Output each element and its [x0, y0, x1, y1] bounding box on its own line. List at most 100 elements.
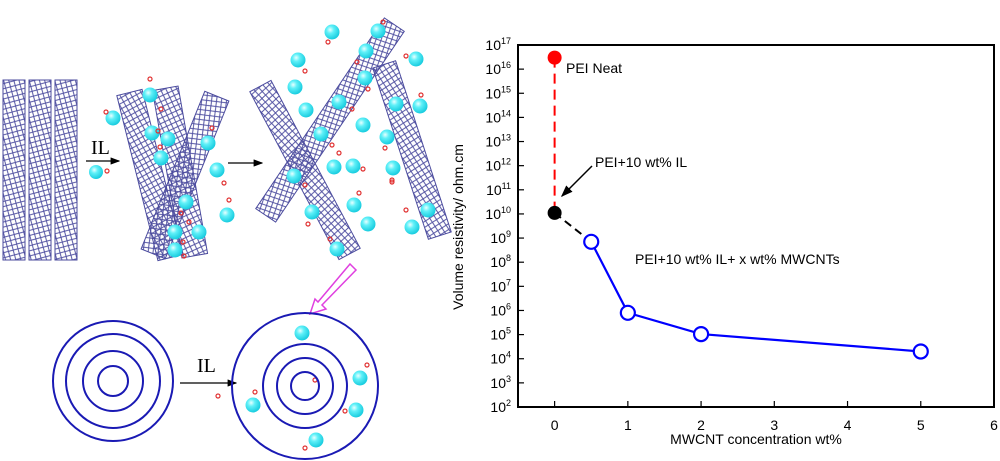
cation-sphere — [345, 158, 361, 174]
cation-sphere — [178, 194, 194, 210]
label-pei-il-mwcnt: PEI+10 wt% IL+ x wt% MWCNTs — [635, 251, 840, 267]
label-pei-neat: PEI Neat — [566, 60, 622, 76]
anion-dot — [349, 106, 355, 112]
anion-dot — [325, 39, 331, 45]
y-tick-label: 106 — [490, 301, 511, 318]
cation-sphere — [209, 162, 225, 178]
y-tick-label: 1015 — [485, 84, 511, 101]
cation-sphere — [370, 23, 386, 39]
y-tick-label: 1017 — [485, 36, 511, 53]
anion-dot — [302, 68, 308, 74]
y-tick-label: 102 — [490, 398, 511, 415]
bundled-nanotubes — [2, 79, 78, 261]
cation-sphere — [412, 98, 428, 114]
anion-dot — [329, 142, 335, 148]
cation-sphere — [385, 160, 401, 176]
cation-sphere — [105, 110, 121, 126]
cation-sphere — [286, 168, 302, 184]
resistivity-chart: 1021031041051061071081091010101110121013… — [450, 36, 998, 447]
data-point-pei-il — [547, 205, 562, 220]
cation-sphere — [379, 129, 395, 145]
x-tick-label: 6 — [990, 417, 998, 433]
schematic-diagram: IL IL — [2, 17, 452, 460]
cation-sphere — [352, 370, 368, 386]
anion-dot — [327, 236, 333, 242]
cation-sphere — [313, 126, 329, 142]
y-tick-label: 1016 — [485, 60, 511, 77]
anion-dot — [382, 145, 388, 151]
label-pei-il: PEI+10 wt% IL — [595, 154, 687, 170]
anion-dot — [336, 150, 342, 156]
anion-dot — [178, 210, 184, 216]
anion-dot — [418, 92, 424, 98]
y-tick-label: 1010 — [485, 205, 511, 222]
anion-dot — [403, 53, 409, 59]
anion-dot — [186, 219, 192, 225]
x-axis-label: MWCNT concentration wt% — [670, 431, 842, 447]
cation-sphere — [357, 70, 373, 86]
cation-sphere — [388, 96, 404, 112]
y-tick-label: 1014 — [485, 108, 511, 125]
cation-sphere — [331, 94, 347, 110]
cation-sphere — [287, 79, 303, 95]
x-tick-label: 4 — [844, 417, 852, 433]
cation-sphere — [160, 131, 176, 147]
cation-sphere — [355, 117, 371, 133]
y-axis-ticks: 102 103 104 105 106 107 108 109 1010 1011 1012 1013… — [485, 36, 524, 415]
cation-sphere — [360, 216, 376, 232]
cation-sphere — [200, 135, 216, 151]
x-tick-label: 0 — [551, 417, 559, 433]
cation-sphere — [348, 402, 364, 418]
y-tick-label: 104 — [490, 350, 511, 367]
cation-sphere — [324, 24, 340, 40]
data-point-mwcnt — [912, 343, 929, 360]
cation-sphere — [219, 207, 235, 223]
series-lines — [553, 57, 921, 353]
data-point-mwcnt — [692, 325, 710, 343]
cation-sphere — [346, 197, 362, 213]
anion-dot — [209, 125, 215, 131]
ionic-liquid-cation-icon — [89, 165, 103, 179]
x-tick-label: 5 — [917, 417, 925, 433]
anion-dot — [302, 182, 308, 188]
anion-dot — [354, 59, 360, 65]
y-tick-label: 103 — [490, 374, 511, 391]
anion-dot — [356, 190, 362, 196]
anion-dot — [155, 128, 161, 134]
ionic-liquid-anion-icon — [104, 168, 110, 174]
x-tick-label: 3 — [770, 417, 778, 433]
anion-dot — [305, 221, 311, 227]
anion-dot — [158, 106, 164, 112]
plot-frame — [517, 44, 995, 408]
cation-sphere — [408, 51, 424, 67]
cation-sphere — [298, 102, 314, 118]
x-tick-label: 2 — [697, 417, 705, 433]
cation-sphere — [144, 125, 160, 141]
cation-sphere — [167, 224, 183, 240]
cation-sphere — [294, 325, 310, 341]
cation-sphere — [153, 150, 169, 166]
x-tick-label: 1 — [624, 417, 632, 433]
intercalated-mwcnt-cross-section — [231, 312, 379, 460]
anion-dot — [226, 197, 232, 203]
anion-dot — [181, 253, 187, 259]
cation-sphere — [245, 397, 261, 413]
pristine-mwcnt-cross-section — [52, 320, 174, 442]
cation-sphere — [167, 242, 183, 258]
y-tick-label: 1012 — [485, 157, 511, 174]
debundling-nanotubes — [116, 85, 230, 262]
anion-dot — [147, 76, 153, 82]
anion-dot — [389, 179, 395, 185]
anion-dot — [380, 19, 386, 25]
anion-dot — [403, 207, 409, 213]
arrow-label-il-top: IL — [91, 137, 110, 159]
anion-dot — [342, 408, 348, 414]
data-points — [547, 50, 929, 360]
cation-sphere — [304, 204, 320, 220]
annotation-arrow — [560, 165, 593, 198]
anion-dot — [215, 393, 221, 399]
cation-sphere — [142, 87, 158, 103]
cation-sphere — [326, 159, 342, 175]
y-tick-label: 108 — [490, 253, 511, 270]
